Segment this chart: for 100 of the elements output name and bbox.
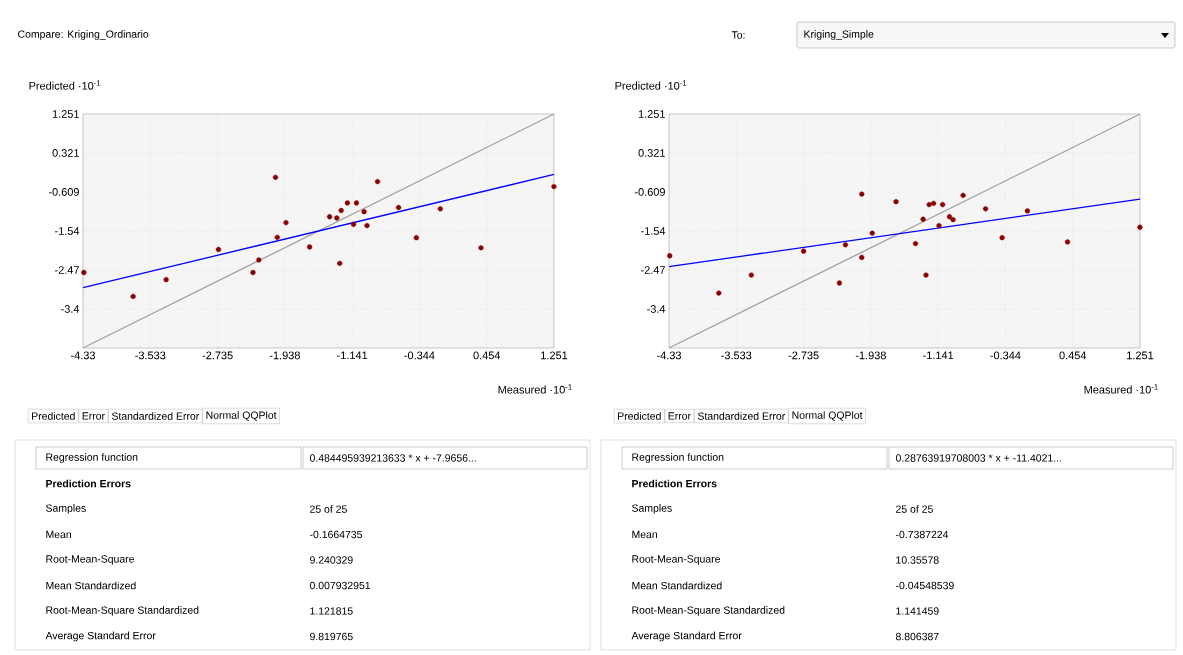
point — [353, 200, 360, 206]
point — [926, 201, 932, 208]
category-label: Root-Mean-Square Standardized — [46, 606, 199, 616]
x-tick-label: 1.251 — [541, 351, 568, 360]
category-label: Mean Standardized — [46, 581, 136, 590]
point — [930, 200, 937, 206]
text: Predicted — [618, 412, 661, 420]
x-axis-title: Measured ·10$^{-1}$ — [498, 384, 572, 394]
point — [344, 200, 351, 206]
point — [893, 199, 899, 205]
y-tick-label: -1.54 — [55, 227, 80, 235]
point — [307, 244, 313, 250]
category-label: Regression function — [46, 453, 138, 463]
category-label: Prediction Errors — [46, 479, 131, 488]
chart-title: Compare: Kriging_Ordinario — [18, 30, 149, 40]
point — [256, 257, 262, 263]
y-tick-label: 0.321 — [638, 149, 665, 157]
point — [551, 183, 557, 190]
point — [960, 192, 966, 198]
text: 25 of 25 — [896, 505, 933, 513]
y-tick-label: -1.54 — [641, 227, 666, 235]
point — [338, 207, 344, 214]
x-tick-label: -3.533 — [721, 351, 752, 360]
point — [81, 269, 87, 276]
point — [1064, 239, 1071, 245]
x-tick-label: -2.735 — [202, 351, 233, 360]
x-tick-label: -3.533 — [135, 351, 166, 360]
x-tick-label: -1.141 — [923, 351, 954, 360]
x-tick-label: 1.251 — [1127, 351, 1154, 360]
text: 0.484495939213633 * x + -7.9656... — [309, 454, 476, 462]
category-label: Samples — [631, 504, 672, 514]
x-tick-label: -1.938 — [269, 351, 300, 360]
point — [437, 206, 443, 212]
y-tick-label: -0.609 — [48, 188, 79, 196]
x-tick-label: -0.344 — [990, 351, 1021, 360]
category-label: Root-Mean-Square — [632, 555, 720, 565]
y-tick-label: -3.4 — [61, 305, 80, 313]
point — [361, 209, 367, 215]
point — [478, 245, 484, 251]
point — [215, 246, 222, 253]
x-axis-title: Measured ·10$^{-1}$ — [1084, 384, 1158, 394]
point — [920, 216, 926, 222]
point — [327, 214, 333, 220]
point — [950, 217, 956, 223]
y-tick-label: -2.47 — [641, 266, 665, 274]
text: 25 of 25 — [310, 505, 347, 513]
x-tick-label: -1.141 — [337, 351, 368, 360]
x-tick-label: -0.344 — [404, 351, 435, 360]
point — [364, 222, 370, 229]
y-tick-label: -0.609 — [634, 188, 665, 196]
category-label: Prediction Errors — [632, 479, 717, 488]
category-label: Mean — [632, 530, 658, 539]
point — [869, 230, 875, 236]
category-label: Root-Mean-Square — [46, 555, 134, 565]
point — [859, 191, 865, 197]
text: 1.121815 — [310, 607, 353, 615]
point — [350, 221, 357, 227]
text: -0.7387224 — [895, 530, 949, 539]
point — [923, 272, 929, 278]
category-label: Root-Mean-Square Standardized — [632, 606, 785, 616]
y-tick-label: -3.4 — [647, 305, 666, 313]
text: Normal QQPlot — [206, 411, 277, 421]
y-tick-label: 0.321 — [52, 149, 79, 157]
x-tick-label: -4.33 — [71, 351, 96, 360]
point — [946, 214, 953, 220]
x-tick-label: -4.33 — [657, 351, 682, 360]
point — [374, 178, 381, 185]
text: Standardized Error — [111, 412, 200, 420]
x-tick-label: -2.735 — [788, 351, 819, 360]
text: -0.1664735 — [310, 530, 363, 539]
category-label: Samples — [46, 504, 86, 514]
category-label: Mean Standardized — [632, 581, 722, 590]
text: 0.28763919708003 * x + -11.4021... — [895, 454, 1061, 462]
text: 9.240329 — [310, 556, 353, 564]
text: Predicted — [32, 412, 75, 420]
text: 9.819765 — [310, 632, 353, 641]
category-label: Average Standard Error — [631, 631, 742, 642]
text: -0.04548539 — [895, 581, 954, 590]
point — [1137, 224, 1143, 230]
point — [836, 280, 842, 286]
x-tick-label: -1.938 — [855, 351, 886, 360]
text: 10.35578 — [896, 556, 939, 564]
y-axis-title: Predicted ·10$^{-1}$ — [615, 80, 687, 90]
point — [163, 277, 169, 283]
point — [859, 254, 865, 261]
point — [999, 235, 1005, 241]
category-label: Mean — [46, 530, 72, 539]
text: 1.141459 — [896, 607, 939, 615]
point — [272, 174, 279, 180]
text: Error — [82, 412, 105, 420]
y-tick-label: 1.251 — [52, 110, 79, 118]
point — [912, 240, 919, 247]
point — [1024, 208, 1031, 214]
point — [748, 272, 754, 278]
category-label: Average Standard Error — [45, 631, 156, 642]
point — [283, 220, 289, 226]
text: Normal QQPlot — [792, 411, 863, 421]
y-tick-label: -2.47 — [55, 266, 79, 274]
point — [337, 260, 343, 266]
x-tick-label: 0.454 — [473, 351, 501, 360]
